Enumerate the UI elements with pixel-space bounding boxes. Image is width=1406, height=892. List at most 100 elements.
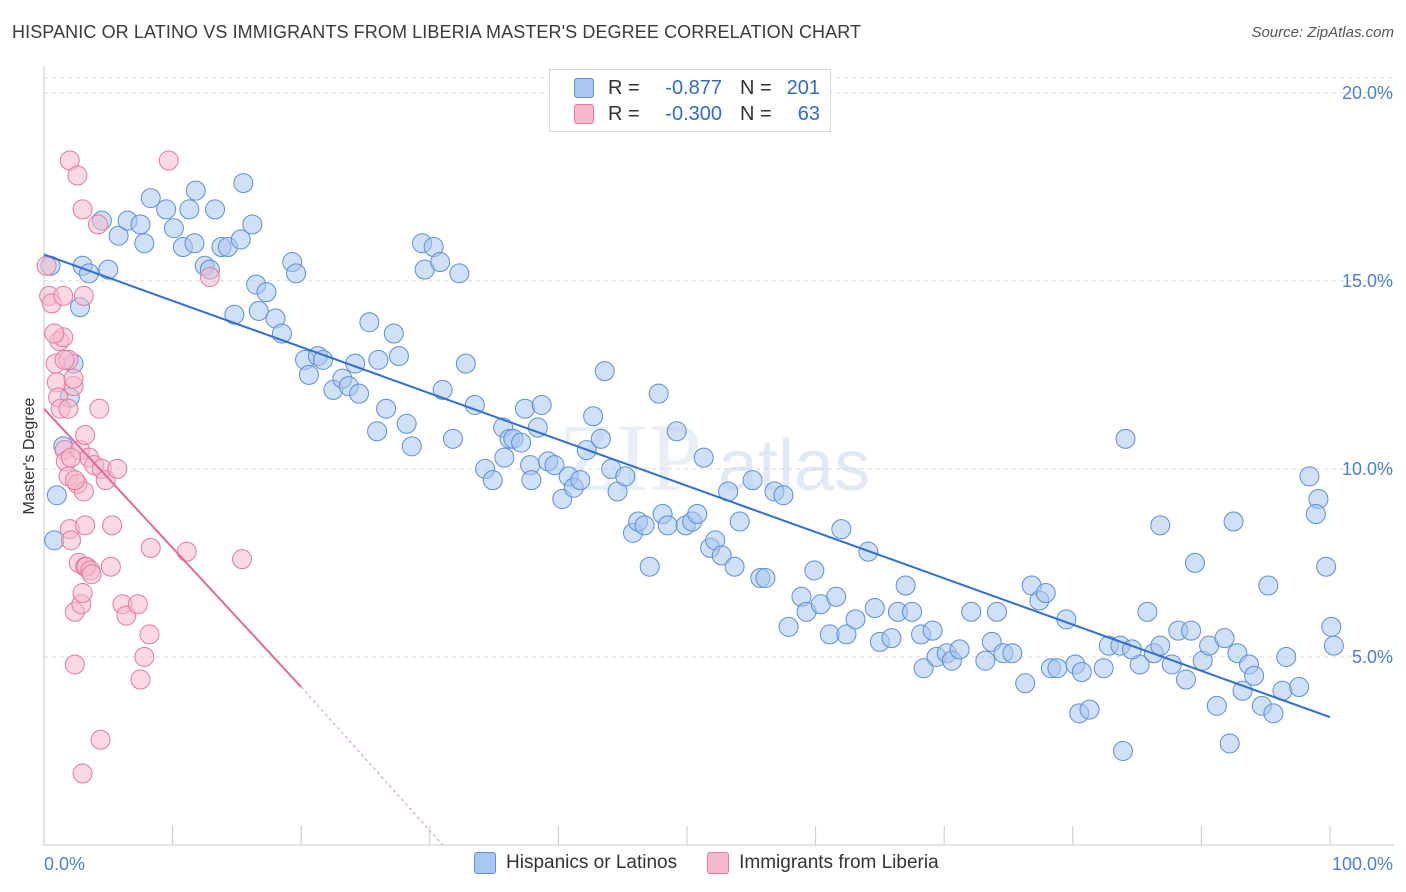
- data-point: [1316, 556, 1337, 577]
- data-point: [102, 515, 123, 536]
- data-point: [1035, 583, 1056, 604]
- data-point: [1323, 635, 1344, 656]
- y-tick-label: 15.0%: [1342, 271, 1393, 291]
- data-point: [107, 458, 128, 479]
- data-point: [544, 455, 565, 476]
- axes: [43, 66, 1394, 846]
- data-point: [1093, 658, 1114, 679]
- legend-swatch-liberia: [707, 852, 730, 874]
- data-point: [36, 255, 57, 276]
- data-point: [388, 346, 409, 367]
- trend-line-hispanics: [43, 253, 1331, 719]
- data-point: [185, 180, 206, 201]
- correlation-legend: R = -0.877 N = 201 R = -0.300 N = 63: [549, 69, 831, 132]
- data-point: [913, 658, 934, 679]
- series-hispanics-points: [40, 173, 1344, 761]
- data-point: [156, 199, 177, 220]
- data-point: [615, 466, 636, 487]
- data-point: [1305, 504, 1326, 525]
- data-point: [826, 586, 847, 607]
- data-point: [44, 323, 65, 344]
- source-credit: Source: ZipAtlas.com: [1251, 24, 1394, 41]
- data-point: [58, 398, 79, 419]
- data-point: [72, 763, 93, 784]
- data-point: [61, 447, 82, 468]
- data-point: [1321, 616, 1342, 637]
- legend-n-value: 63: [797, 102, 820, 125]
- data-point: [583, 406, 604, 427]
- data-point: [72, 583, 93, 604]
- data-point: [130, 669, 151, 690]
- data-point: [158, 150, 179, 171]
- data-point: [1263, 703, 1284, 724]
- data-point: [179, 199, 200, 220]
- data-point: [286, 263, 307, 284]
- data-point: [482, 470, 503, 491]
- data-point: [72, 199, 93, 220]
- data-point: [1206, 695, 1227, 716]
- data-point: [455, 353, 476, 374]
- chart-title: HISPANIC OR LATINO VS IMMIGRANTS FROM LI…: [12, 22, 862, 42]
- data-point: [359, 312, 380, 333]
- data-point: [396, 413, 417, 434]
- data-point: [430, 252, 451, 273]
- data-point: [176, 541, 197, 562]
- data-point: [401, 436, 422, 457]
- data-point: [205, 199, 226, 220]
- data-point: [1112, 740, 1133, 761]
- legend-label-liberia: Immigrants from Liberia: [739, 852, 939, 873]
- data-point: [199, 267, 220, 288]
- data-point: [1184, 552, 1205, 573]
- data-point: [527, 417, 548, 438]
- data-point: [46, 485, 67, 506]
- data-point: [711, 545, 732, 566]
- data-point: [75, 425, 96, 446]
- data-point: [724, 556, 745, 577]
- data-point: [383, 323, 404, 344]
- legend-n-value: 201: [786, 76, 820, 99]
- legend-r-label: R =: [608, 76, 640, 99]
- tick-labels: 5.0% 10.0% 15.0% 20.0% 0.0% 100.0%: [44, 83, 1393, 874]
- data-point: [657, 515, 678, 536]
- data-point: [1047, 658, 1068, 679]
- data-point: [755, 567, 776, 588]
- legend-r-value: -0.300: [665, 102, 722, 125]
- data-point: [902, 601, 923, 622]
- legend-swatch-hispanics: [474, 852, 496, 874]
- data-point: [140, 537, 161, 558]
- watermark-atlas: atlas: [718, 426, 870, 506]
- data-point: [432, 379, 453, 400]
- data-point: [61, 530, 82, 551]
- data-point: [494, 447, 515, 468]
- legend-item-liberia: Immigrants from Liberia: [707, 852, 939, 874]
- x-tick-label-min: 0.0%: [44, 854, 85, 874]
- data-point: [639, 556, 660, 577]
- data-point: [511, 432, 532, 453]
- data-point: [1115, 428, 1136, 449]
- data-point: [88, 214, 109, 235]
- data-point: [531, 394, 552, 415]
- data-point: [922, 620, 943, 641]
- data-point: [961, 601, 982, 622]
- y-tick-label: 20.0%: [1342, 83, 1393, 103]
- data-point: [1071, 661, 1092, 682]
- data-point: [634, 515, 655, 536]
- data-point: [693, 447, 714, 468]
- data-point: [449, 263, 470, 284]
- data-point: [1150, 515, 1171, 536]
- data-point: [298, 364, 319, 385]
- legend-swatch-liberia: [574, 104, 594, 124]
- data-point: [224, 304, 245, 325]
- legend-r-label: R =: [608, 102, 640, 125]
- data-point: [1150, 635, 1171, 656]
- data-point: [89, 398, 110, 419]
- data-point: [163, 218, 184, 239]
- data-point: [242, 214, 263, 235]
- data-point: [139, 624, 160, 645]
- data-point: [881, 628, 902, 649]
- data-point: [313, 349, 334, 370]
- data-point: [804, 560, 825, 581]
- data-point: [54, 349, 75, 370]
- data-point: [248, 300, 269, 321]
